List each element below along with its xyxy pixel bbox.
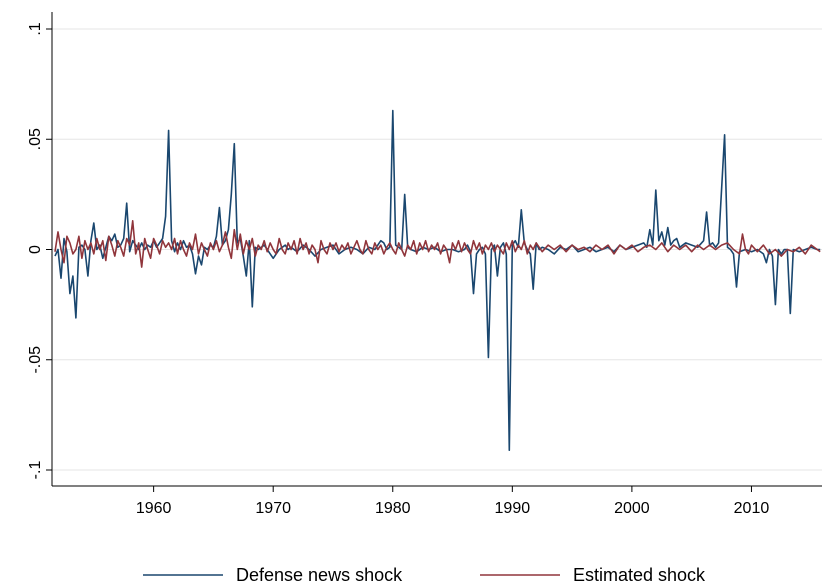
y-tick-label-3: .05: [27, 128, 44, 150]
x-tick-label-2: 1980: [375, 500, 411, 517]
x-tick-label-5: 2010: [734, 500, 770, 517]
series-lines: [54, 109, 821, 452]
series-line-defense-news-shock: [54, 109, 821, 452]
legend: Defense news shock Estimated shock: [143, 565, 706, 585]
series-line-estimated-shock: [54, 220, 821, 268]
y-tick-label-0: -.1: [27, 461, 44, 480]
legend-label-1: Estimated shock: [573, 565, 706, 585]
y-tick-label-4: .1: [27, 22, 44, 35]
y-tick-label-2: 0: [27, 245, 44, 254]
x-axis: 1960 1970 1980 1990 2000 2010: [52, 485, 822, 517]
x-tick-label-1: 1970: [255, 500, 291, 517]
x-tick-label-3: 1990: [495, 500, 531, 517]
legend-label-0: Defense news shock: [236, 565, 403, 585]
x-tick-label-4: 2000: [614, 500, 650, 517]
y-tick-label-1: -.05: [27, 346, 44, 374]
y-axis: -.1 -.05 0 .05 .1: [27, 12, 53, 486]
x-tick-label-0: 1960: [136, 500, 172, 517]
